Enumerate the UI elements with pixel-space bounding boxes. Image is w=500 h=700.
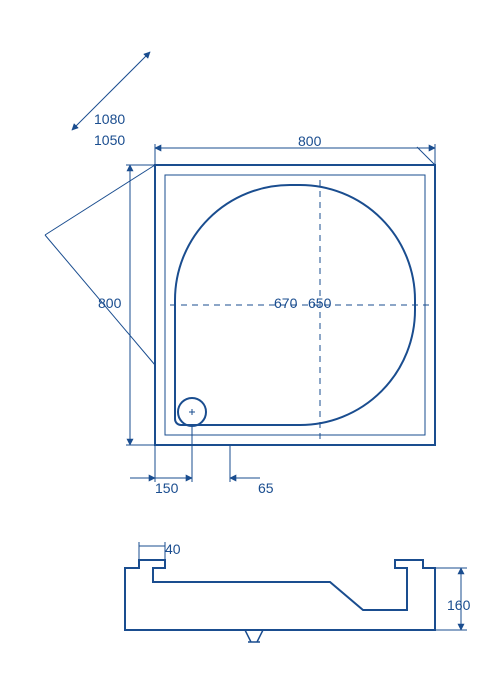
dim-center-h: 650: [308, 295, 331, 311]
dim-diag-outer: 1080: [94, 111, 125, 127]
drawing-canvas: 1080 1050 800 800 670 650 150 65 40 160: [0, 0, 500, 700]
dim-basin-x: 65: [258, 480, 274, 496]
dim-drain-x: 150: [155, 480, 178, 496]
dim-rim: 40: [165, 541, 181, 557]
drawing-svg: [0, 0, 500, 700]
dim-height: 160: [447, 597, 470, 613]
dim-center-w: 670: [274, 295, 297, 311]
dim-diag-inner: 1050: [94, 132, 125, 148]
dim-width-top: 800: [298, 133, 321, 149]
side-view: [125, 542, 467, 642]
dim-height-left: 800: [98, 295, 121, 311]
